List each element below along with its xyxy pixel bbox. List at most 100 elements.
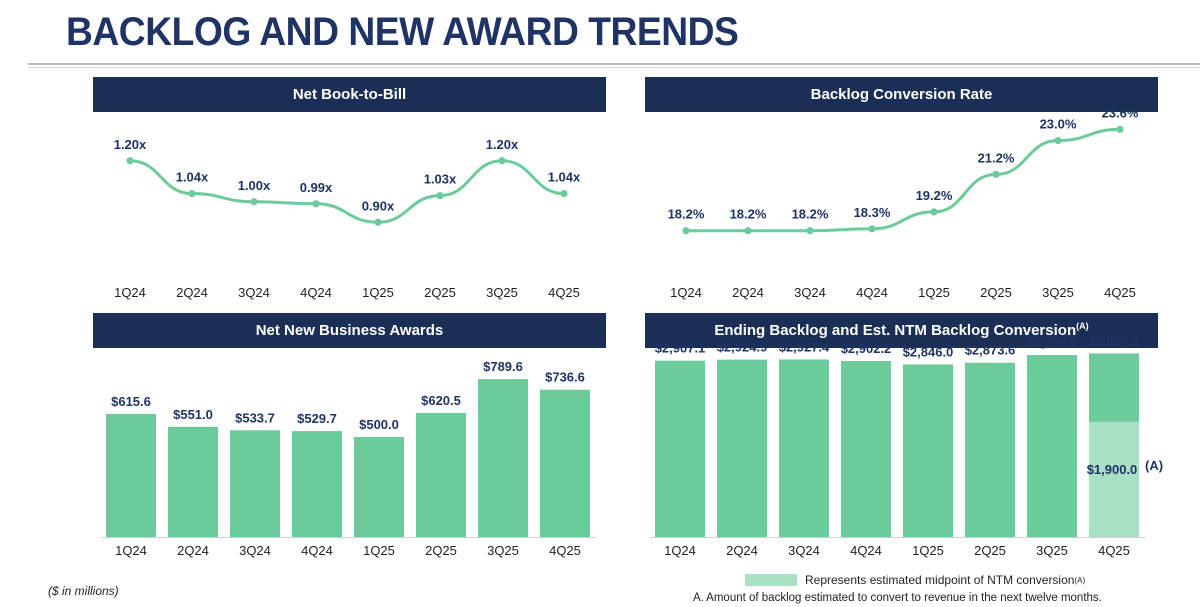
ending-backlog-bar xyxy=(779,359,829,537)
conversion-rate-data-label: 18.2% xyxy=(730,207,767,222)
conversion-rate-tick-label: 1Q25 xyxy=(918,285,950,300)
new-business-awards-tick-label: 4Q25 xyxy=(549,543,581,558)
new-business-awards-title: Net New Business Awards xyxy=(255,322,444,339)
ending-backlog-data-label: $3,027.2 xyxy=(1089,333,1140,348)
ending-backlog-bar xyxy=(717,359,767,537)
conversion-rate-data-label: 18.2% xyxy=(792,207,829,222)
conversion-rate-point xyxy=(682,227,690,235)
ending-backlog-ntm-bar xyxy=(1089,421,1139,537)
conversion-rate-point xyxy=(744,227,752,235)
legend-text: Represents estimated midpoint of NTM con… xyxy=(805,573,1075,587)
book-to-bill-tick-label: 4Q25 xyxy=(548,285,580,300)
book-to-bill-point xyxy=(374,218,382,226)
book-to-bill-tick-label: 2Q25 xyxy=(424,285,456,300)
book-to-bill-point xyxy=(498,157,506,165)
page-title: BACKLOG AND NEW AWARD TRENDS xyxy=(66,10,739,54)
ending-backlog-header: Ending Backlog and Est. NTM Backlog Conv… xyxy=(645,313,1158,348)
book-to-bill-point xyxy=(126,157,134,165)
book-to-bill-tick-label: 2Q24 xyxy=(176,285,208,300)
book-to-bill-tick-label: 4Q24 xyxy=(300,285,332,300)
title-rule xyxy=(28,63,1200,65)
conversion-rate-point xyxy=(868,225,876,233)
ending-backlog-bar xyxy=(1027,355,1077,537)
ending-backlog-bar xyxy=(655,360,705,537)
new-business-awards-data-label: $620.5 xyxy=(421,393,461,408)
conversion-rate-tick-label: 1Q24 xyxy=(670,285,702,300)
conversion-rate-data-label: 18.3% xyxy=(854,205,891,220)
conversion-rate-data-label: 23.0% xyxy=(1040,117,1077,132)
conversion-rate-point xyxy=(930,208,938,216)
ending-backlog-tick-label: 1Q24 xyxy=(664,543,696,558)
conversion-rate-line xyxy=(685,127,1121,233)
ending-backlog-data-label: $3,000.6 xyxy=(1027,335,1078,350)
new-business-awards-bar xyxy=(230,430,280,537)
book-to-bill-point xyxy=(312,200,320,208)
ending-backlog-data-label: $2,902.2 xyxy=(841,341,892,356)
conversion-rate-point xyxy=(1116,125,1124,133)
conversion-rate-header: Backlog Conversion Rate xyxy=(645,77,1158,112)
ending-backlog-data-label: $2,907.1 xyxy=(655,341,706,356)
ending-backlog-data-label: $2,846.0 xyxy=(903,344,954,359)
new-business-awards-bar xyxy=(540,389,590,537)
new-business-awards-data-label: $533.7 xyxy=(235,410,275,425)
ending-backlog-title-sup: (A) xyxy=(1076,320,1089,331)
ending-backlog-tick-label: 3Q24 xyxy=(788,543,820,558)
new-business-awards-header: Net New Business Awards xyxy=(93,313,606,348)
new-business-awards-tick-label: 2Q24 xyxy=(177,543,209,558)
book-to-bill-line xyxy=(129,159,565,224)
legend: Represents estimated midpoint of NTM con… xyxy=(745,573,1085,587)
conversion-rate-data-label: 23.6% xyxy=(1102,105,1139,120)
book-to-bill-tick-label: 3Q25 xyxy=(486,285,518,300)
book-to-bill-title: Net Book-to-Bill xyxy=(292,86,407,103)
ending-backlog-bar xyxy=(965,362,1015,537)
book-to-bill-data-label: 1.20x xyxy=(486,137,519,152)
book-to-bill-tick-label: 3Q24 xyxy=(238,285,270,300)
conversion-rate-title: Backlog Conversion Rate xyxy=(810,86,993,103)
title-rule-thin xyxy=(28,67,1200,68)
ending-backlog-tick-label: 3Q25 xyxy=(1036,543,1068,558)
conversion-rate-point xyxy=(992,170,1000,178)
conversion-rate-tick-label: 3Q24 xyxy=(794,285,826,300)
book-to-bill-header: Net Book-to-Bill xyxy=(93,77,606,112)
book-to-bill-tick-label: 1Q25 xyxy=(362,285,394,300)
new-business-awards-data-label: $789.6 xyxy=(483,359,523,374)
book-to-bill-point xyxy=(560,189,568,198)
ending-backlog-data-label: $2,873.6 xyxy=(965,343,1016,358)
book-to-bill-data-label: 0.99x xyxy=(300,180,333,195)
new-business-awards-data-label: $551.0 xyxy=(173,407,213,422)
footnote-a: A. Amount of backlog estimated to conver… xyxy=(693,592,1102,604)
book-to-bill-data-label: 1.20x xyxy=(114,137,147,152)
new-business-awards-tick-label: 3Q25 xyxy=(487,543,519,558)
new-business-awards-bar xyxy=(292,431,342,537)
conversion-rate-point xyxy=(1054,136,1062,145)
book-to-bill-point xyxy=(188,189,196,198)
book-to-bill-data-label: 1.00x xyxy=(238,178,271,193)
ending-backlog-tick-label: 4Q24 xyxy=(850,543,882,558)
conversion-rate-tick-label: 2Q24 xyxy=(732,285,764,300)
new-business-awards-tick-label: 3Q24 xyxy=(239,543,271,558)
new-business-awards-tick-label: 1Q25 xyxy=(363,543,395,558)
new-business-awards-bar xyxy=(478,379,528,537)
book-to-bill-data-label: 1.03x xyxy=(424,172,457,187)
new-business-awards-bar xyxy=(416,412,466,537)
new-business-awards-data-label: $736.6 xyxy=(545,370,585,385)
ending-backlog-data-label: $2,924.9 xyxy=(717,340,768,355)
ending-backlog-tick-label: 4Q25 xyxy=(1098,543,1130,558)
ending-backlog-ntm-sup: (A) xyxy=(1145,458,1163,473)
new-business-awards-data-label: $529.7 xyxy=(297,411,337,426)
new-business-awards-data-label: $615.6 xyxy=(111,394,151,409)
ending-backlog-title: Ending Backlog and Est. NTM Backlog Conv… xyxy=(714,322,1077,339)
new-business-awards-data-label: $500.0 xyxy=(359,417,399,432)
conversion-rate-data-label: 21.2% xyxy=(978,150,1015,165)
ending-backlog-tick-label: 1Q25 xyxy=(912,543,944,558)
legend-swatch xyxy=(745,574,797,586)
conversion-rate-data-label: 19.2% xyxy=(916,188,953,203)
new-business-awards-bar xyxy=(106,413,156,537)
conversion-rate-tick-label: 4Q25 xyxy=(1104,285,1136,300)
conversion-rate-data-label: 18.2% xyxy=(668,207,705,222)
legend-sup: (A) xyxy=(1074,575,1086,585)
book-to-bill-point xyxy=(436,192,444,200)
ending-backlog-bar xyxy=(841,360,891,537)
ending-backlog-tick-label: 2Q25 xyxy=(974,543,1006,558)
